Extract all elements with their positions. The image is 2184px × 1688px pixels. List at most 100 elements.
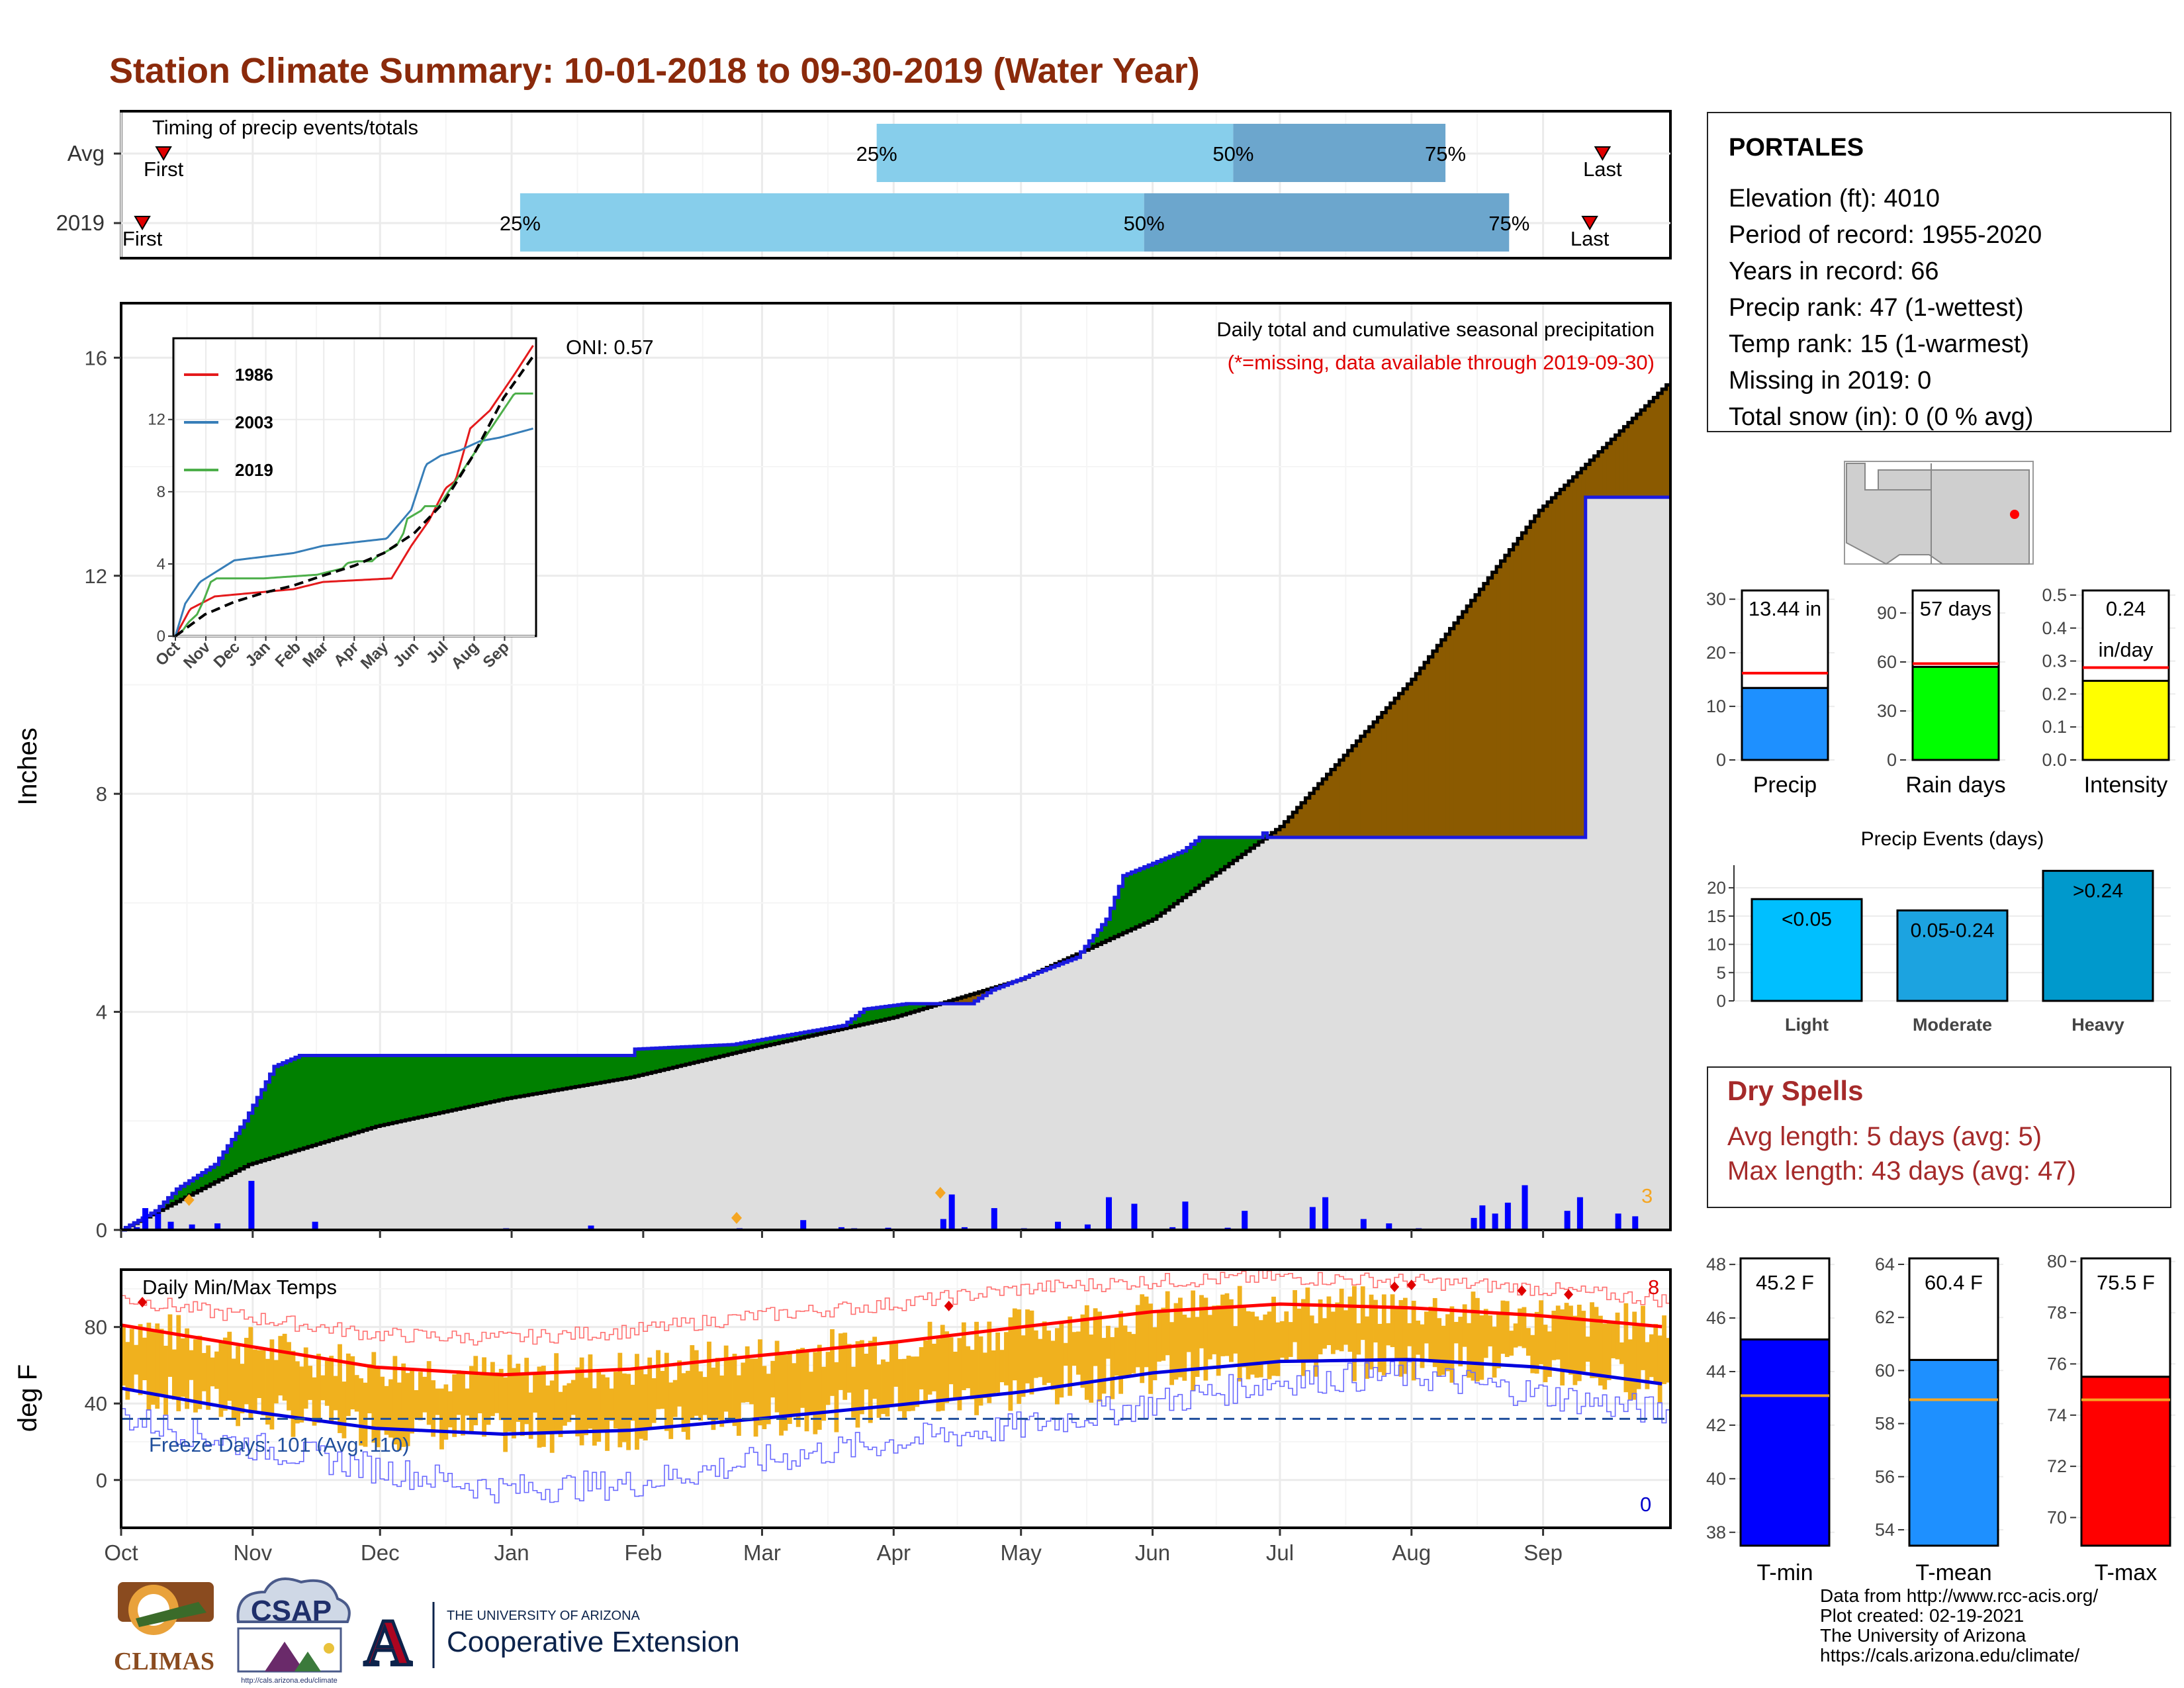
daily-temp-range-bar — [919, 1347, 924, 1389]
daily-temp-range-bar — [621, 1373, 627, 1442]
above-average-area — [333, 1055, 338, 1139]
daily-temp-range-bar — [957, 1338, 962, 1411]
station-info-line: Total snow (in): 0 (0 % avg) — [1729, 403, 2033, 431]
above-average-area — [1118, 886, 1124, 935]
daily-temp-range-bar — [1301, 1299, 1306, 1376]
temp-ylabel: deg F — [13, 1364, 42, 1432]
above-average-area — [677, 1047, 682, 1066]
average-temp-line — [120, 1358, 1662, 1436]
daily-temp-range-bar — [142, 1337, 147, 1381]
station-bar-value: 57 days — [1920, 597, 1992, 620]
above-average-area — [439, 1055, 445, 1113]
daily-temp-range-bar — [171, 1349, 177, 1400]
daily-temp-range-bar — [1585, 1336, 1590, 1362]
daily-temp-range-bar — [359, 1378, 363, 1446]
daily-temp-range-bar — [350, 1356, 355, 1410]
above-average-area — [584, 1055, 589, 1086]
daily-precip-bar — [1169, 1227, 1176, 1230]
daily-temp-range-bar — [341, 1382, 347, 1438]
daily-temp-range-bar — [528, 1392, 533, 1439]
daily-temp-range-bar — [1288, 1322, 1293, 1357]
above-average-area — [345, 1055, 351, 1135]
daily-temp-range-bar — [1258, 1320, 1263, 1378]
daily-temp-range-bar — [672, 1380, 678, 1417]
temp-ytick-label: 80 — [85, 1316, 107, 1339]
event-bar-xlabel: Heavy — [2071, 1015, 2124, 1035]
precip-flag-marker — [731, 1211, 742, 1224]
daily-temp-range-bar — [660, 1370, 665, 1409]
daily-temp-range-bar — [906, 1355, 911, 1411]
above-average-area — [834, 1027, 839, 1031]
daily-temp-range-bar — [329, 1356, 334, 1424]
daily-precip-bar — [1182, 1201, 1189, 1230]
above-average-area — [273, 1066, 279, 1157]
above-average-area — [410, 1055, 415, 1119]
daily-temp-range-bar — [1598, 1315, 1603, 1386]
above-average-area — [193, 1178, 199, 1193]
month-axis-label: Dec — [361, 1540, 400, 1565]
daily-temp-range-bar — [549, 1380, 555, 1453]
daily-temp-range-bar — [218, 1342, 224, 1417]
above-average-area — [741, 1043, 746, 1052]
daily-temp-range-bar — [1068, 1316, 1073, 1396]
daily-temp-range-bar — [728, 1357, 733, 1421]
above-average-area — [541, 1055, 546, 1093]
above-average-area — [371, 1055, 377, 1128]
daily-temp-range-bar — [1534, 1311, 1539, 1374]
daily-precip-bar — [940, 1219, 946, 1230]
daily-temp-range-bar — [1173, 1303, 1179, 1380]
daily-temp-range-bar — [656, 1350, 660, 1409]
daily-temp-range-bar — [236, 1346, 240, 1427]
above-average-area — [681, 1047, 686, 1066]
month-axis-label: Apr — [877, 1540, 911, 1565]
daily-temp-range-bar — [1059, 1321, 1064, 1398]
below-average-area — [1335, 765, 1340, 838]
above-average-area — [486, 1055, 491, 1103]
station-bar-ytick: 0.0 — [2042, 750, 2067, 770]
below-average-area — [974, 993, 979, 1002]
daily-temp-range-bar — [1186, 1317, 1191, 1352]
above-average-area — [443, 1055, 449, 1112]
below-average-area — [1432, 651, 1437, 838]
station-bar-ytick: 10 — [1706, 696, 1726, 716]
below-average-area — [1547, 502, 1553, 838]
daily-temp-range-bar — [1169, 1322, 1174, 1385]
above-average-area — [1250, 837, 1255, 849]
daily-temp-range-bar — [1063, 1342, 1068, 1366]
daily-temp-range-bar — [936, 1338, 941, 1412]
daily-temp-range-bar — [1602, 1323, 1608, 1390]
daily-temp-range-bar — [834, 1362, 839, 1432]
daily-temp-range-bar — [1496, 1312, 1501, 1368]
station-bar-xlabel: Precip — [1753, 773, 1817, 798]
below-average-area — [1572, 477, 1578, 838]
daily-temp-range-bar — [1038, 1338, 1043, 1378]
above-average-area — [257, 1098, 262, 1162]
daily-temp-range-bar — [558, 1391, 563, 1437]
month-axis-label: Jan — [494, 1540, 529, 1565]
daily-temp-range-bar — [1551, 1311, 1557, 1360]
below-average-area — [1411, 679, 1416, 838]
daily-temp-range-bar — [664, 1352, 669, 1431]
first-event-marker — [155, 146, 172, 161]
above-average-area — [915, 1004, 920, 1011]
daily-temp-range-bar — [1156, 1311, 1161, 1362]
station-bar-ytick: 20 — [1706, 643, 1726, 663]
below-average-area — [966, 996, 971, 1004]
daily-temp-range-bar — [1335, 1302, 1340, 1350]
daily-temp-range-bar — [1025, 1309, 1030, 1383]
daily-temp-range-bar — [180, 1338, 185, 1397]
below-average-area — [1309, 793, 1314, 838]
above-average-area — [405, 1055, 410, 1120]
timing-pct-50: 50% — [1212, 142, 1253, 165]
temp-bar-xlabel: T-mean — [1915, 1560, 1991, 1585]
climas-logo-text: CLIMAS — [114, 1648, 214, 1675]
average-temp-line — [120, 1302, 1662, 1377]
above-average-area — [902, 1004, 907, 1015]
station-info-line: Period of record: 1955-2020 — [1729, 221, 2042, 249]
daily-temp-range-bar — [1432, 1297, 1437, 1368]
daily-temp-range-bar — [1135, 1305, 1140, 1368]
above-average-area — [1191, 844, 1196, 892]
above-average-area — [600, 1055, 606, 1083]
above-average-area — [664, 1047, 669, 1070]
